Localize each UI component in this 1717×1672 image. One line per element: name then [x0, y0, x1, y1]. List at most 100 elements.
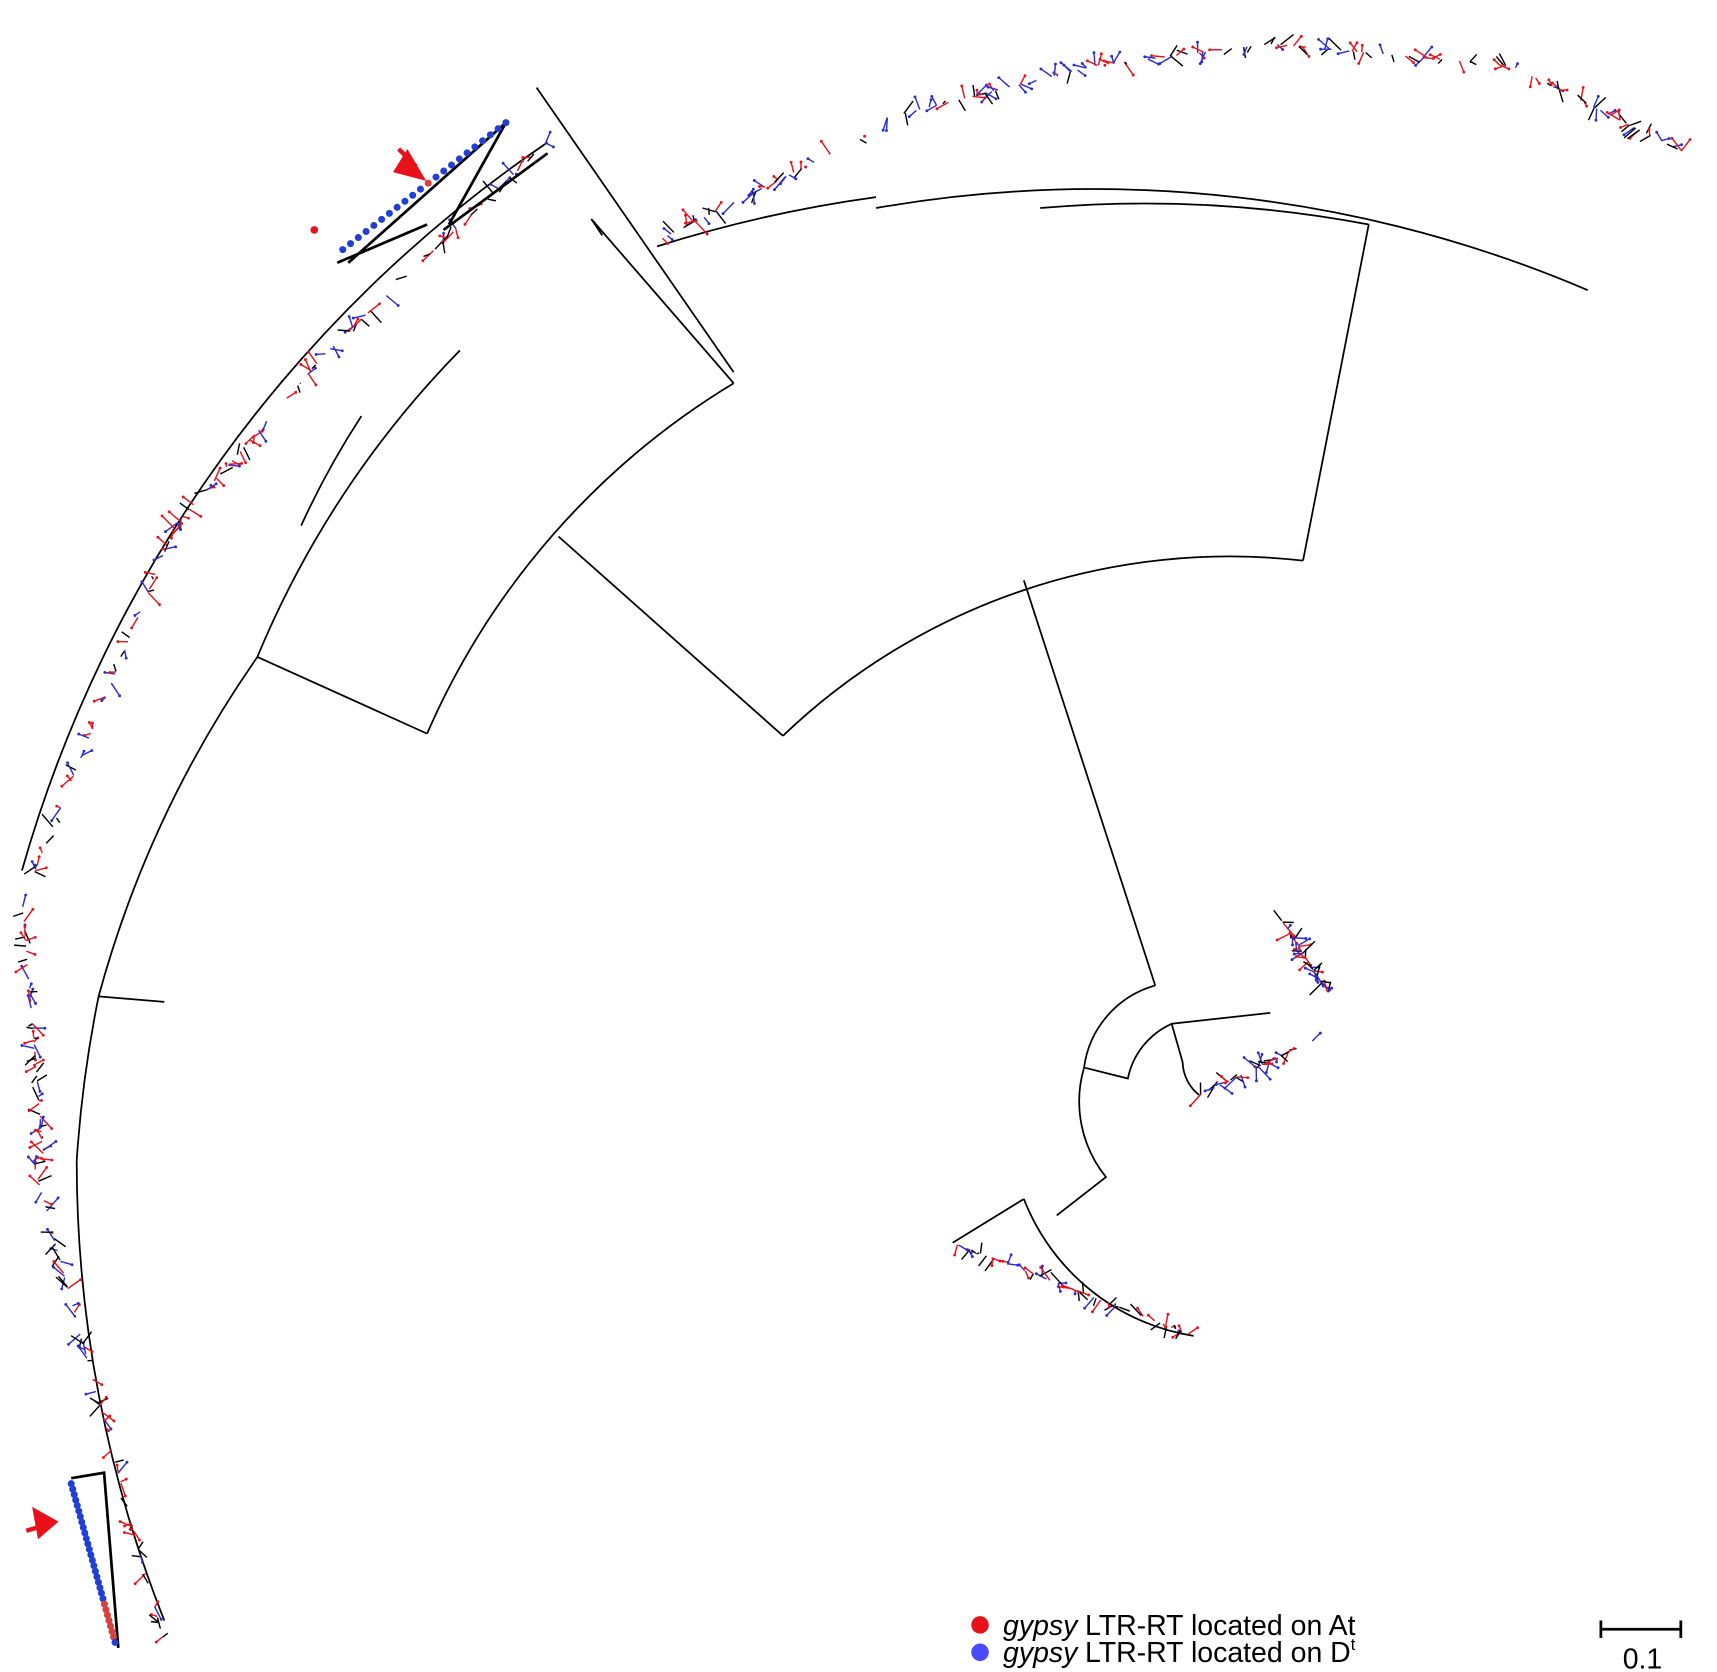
tip-dot [960, 84, 964, 88]
tip-branch [35, 1192, 43, 1203]
tip-branch [1081, 1281, 1085, 1294]
tip-dot [1275, 46, 1278, 50]
legend-swatch [971, 1616, 989, 1634]
tip-dot [37, 855, 41, 859]
tip-branch [31, 1023, 44, 1036]
tip-branch [773, 176, 786, 191]
tip-branch [1170, 55, 1184, 67]
legend-label: gypsy LTR-RT located on At [1003, 1610, 1356, 1642]
tip-dot [1200, 60, 1204, 64]
tip-dot [1606, 115, 1610, 119]
tip-dot [180, 522, 184, 525]
tip-branch [113, 663, 117, 672]
tip-dot [218, 466, 222, 470]
tip-branch [258, 429, 267, 442]
tip-dot [985, 83, 988, 87]
tip-dot [29, 982, 33, 986]
tip-branch [1282, 922, 1295, 937]
tip-branch [684, 215, 688, 227]
tip-dot [1242, 1056, 1246, 1059]
tip-branch [663, 227, 672, 235]
tip-branch [110, 682, 121, 697]
tip-dot [421, 259, 425, 263]
tip-dot [463, 149, 471, 157]
tip-branch [1053, 64, 1057, 76]
tip-branch [859, 138, 867, 144]
tip-dot [988, 82, 991, 86]
tip-dot [70, 1491, 78, 1499]
tip-dot [935, 107, 939, 111]
tip-dot [486, 131, 494, 139]
tip-dot [33, 952, 37, 956]
tip-branch [1087, 60, 1098, 67]
tip-dot [1516, 62, 1519, 66]
tip-dot [362, 228, 370, 236]
tip-dot [1208, 48, 1212, 52]
tip-dot [69, 1485, 77, 1493]
tip-branch [353, 314, 366, 319]
tip-branch [66, 762, 75, 776]
tip-branch [51, 807, 62, 822]
tip-dot [115, 1463, 119, 1467]
tip-branch [967, 1248, 973, 1257]
tip-branch [926, 104, 937, 112]
tip-branch [1313, 962, 1323, 971]
tip-dot [463, 222, 467, 226]
tip-dot [548, 130, 552, 134]
tip-dot [913, 95, 917, 99]
tip-branch [1192, 46, 1204, 53]
tip-dot [35, 1155, 38, 1158]
tip-branch [442, 241, 446, 254]
tip-dot [156, 1600, 160, 1604]
tip-dot [124, 1477, 128, 1481]
tip-branch [369, 310, 382, 324]
tip-dot [33, 863, 37, 867]
tip-dot [1547, 78, 1551, 82]
tip-branch [147, 592, 160, 606]
tip-dot [1058, 1289, 1062, 1293]
tip-dot [77, 732, 81, 736]
tip-dot [164, 530, 167, 534]
tip-branch [1263, 1057, 1276, 1065]
branch [257, 656, 428, 735]
tip-branch [446, 226, 452, 239]
tip-branch [121, 631, 131, 639]
branch [1023, 1198, 1194, 1337]
tip-dot [28, 1174, 32, 1178]
tip-branch [120, 1497, 128, 1507]
tip-branch [1175, 48, 1185, 57]
tip-dot [1292, 1047, 1296, 1051]
highlight-marks [25, 119, 549, 1649]
tip-dot [66, 761, 69, 765]
tip-dot [40, 1099, 43, 1102]
tip-branch [23, 908, 34, 923]
tip-dot [129, 1528, 133, 1531]
tip-branch [100, 1410, 115, 1422]
tip-dot [1336, 52, 1340, 56]
tip-dot [1171, 1335, 1175, 1339]
tip-branch [1223, 48, 1233, 56]
tip-dot [1319, 47, 1322, 51]
tip-branch [702, 207, 716, 213]
legend-italic: gypsy [1003, 1637, 1079, 1669]
tip-branch [153, 554, 164, 561]
tip-dot [133, 1582, 137, 1586]
tip-dot [103, 670, 107, 674]
tip-branch [89, 1405, 101, 1417]
tip-branch [205, 483, 217, 492]
tip-dot [118, 1520, 122, 1524]
tip-dot [41, 1058, 45, 1062]
tip-dot [502, 119, 510, 127]
tip-branch [213, 467, 221, 482]
tip-dot [1110, 54, 1114, 58]
tip-branch [442, 231, 454, 244]
tip-dot [38, 1055, 42, 1059]
tip-dot [102, 1606, 110, 1614]
tip-dot [1083, 1306, 1087, 1310]
tip-dot [60, 784, 64, 788]
tip-dot [552, 145, 555, 149]
tip-dot [156, 535, 160, 539]
tip-dot [85, 1545, 93, 1553]
tip-dot [983, 96, 987, 100]
tip-branch [60, 1260, 73, 1266]
